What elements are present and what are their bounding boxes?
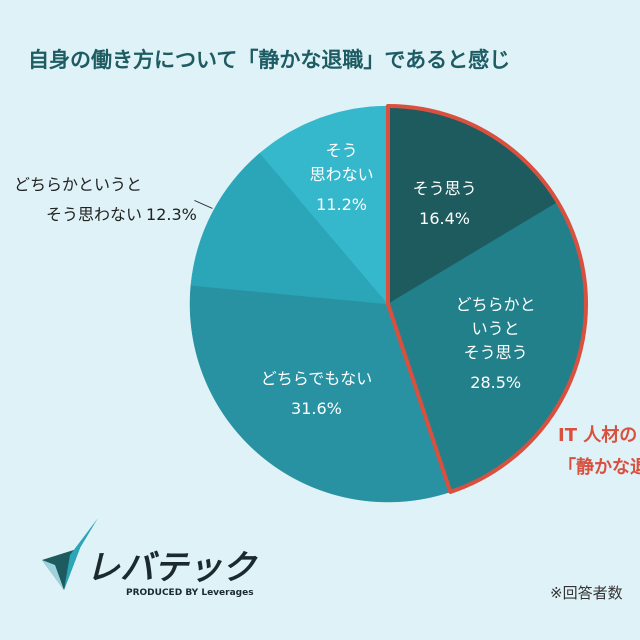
pie-slice [259,105,389,305]
logo-tagline: PRODUCED BY Leverages [126,588,254,598]
category-label: どちらかと いうと そう思う [455,294,536,362]
category-label: そう 思わない [309,140,374,184]
value-label: 31.6% [291,398,342,418]
slice-label-group: どちらかというと そう思わない 12.3% [14,170,197,230]
value-label: 16.4% [419,209,470,229]
footnote: ※回答者数 [550,584,623,602]
highlight-outline [386,104,588,494]
value-label: 12.3% [146,205,197,224]
value-label: 28.5% [470,372,522,392]
category-label: どちらでもない [260,368,373,388]
slice-label-group: どちらかと いうと そう思う 28.5% [456,293,536,395]
chart-title: 自身の働き方について「静かな退職」であると感じ [28,48,511,72]
logo-mark [42,518,98,590]
annotation: IT 人材の 「静かな退 [558,425,640,478]
category-label: そう思う [412,179,477,199]
leader-line [194,199,213,209]
value-label: 11.2% [316,194,368,214]
logo-name: レバテック [86,548,256,588]
pie-slice [189,285,451,503]
slice-label-group: そう思う 16.4% [413,177,477,231]
pie-slice [190,152,389,305]
slice-label-group: そう 思わない 11.2% [310,139,374,217]
slice-label-group: どちらでもない 31.6% [261,367,373,421]
category-label: どちらかというと そう思わない [14,175,143,224]
